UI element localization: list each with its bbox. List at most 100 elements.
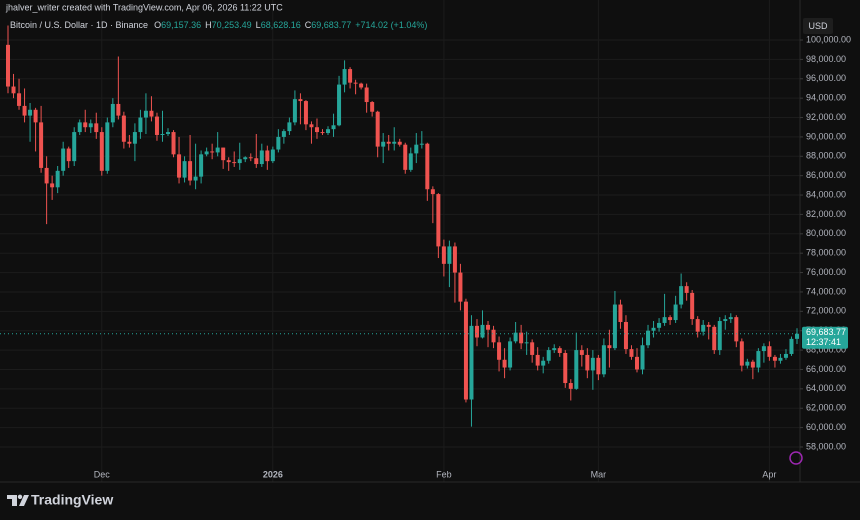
- candle-body: [789, 338, 794, 354]
- last-price-label: 69,683.77: [806, 327, 846, 337]
- candle-body: [39, 122, 44, 168]
- candle-body: [607, 345, 612, 349]
- candle-body: [541, 360, 546, 366]
- candle-body: [403, 144, 408, 170]
- countdown: 12:37:41: [806, 337, 841, 347]
- candle-body: [342, 69, 347, 85]
- y-tick-label: 78,000.00: [806, 248, 846, 258]
- candle-body: [353, 82, 358, 84]
- candle-body: [756, 351, 761, 368]
- candle-body: [651, 327, 656, 331]
- candle-body: [701, 324, 706, 332]
- candle-body: [767, 346, 772, 357]
- candle-body: [430, 189, 435, 195]
- candle-body: [210, 151, 215, 153]
- candle-body: [723, 319, 728, 322]
- candle-body: [463, 301, 468, 400]
- candle-body: [193, 176, 198, 181]
- candle-body: [596, 357, 601, 375]
- candle-body: [397, 141, 402, 145]
- currency-box[interactable]: [803, 18, 833, 34]
- candle-body: [182, 161, 187, 178]
- candle-body: [77, 122, 82, 133]
- x-tick-label: Apr: [762, 469, 776, 479]
- candle-body: [629, 349, 634, 357]
- candle-body: [149, 110, 154, 117]
- candle-body: [513, 332, 518, 342]
- candle-body: [634, 356, 639, 370]
- candle-body: [116, 103, 121, 116]
- candle-body: [568, 383, 573, 389]
- candle-body: [11, 86, 16, 94]
- candle-body: [657, 322, 662, 328]
- candle-body: [574, 350, 579, 389]
- candle-body: [320, 132, 325, 134]
- candle-body: [143, 110, 148, 118]
- candle-body: [783, 353, 788, 358]
- ohlc-key: H: [205, 20, 212, 30]
- y-tick-label: 68,000.00: [806, 344, 846, 354]
- ohlc-key: L: [256, 20, 261, 30]
- candle-body: [99, 132, 104, 171]
- symbol-header: Bitcoin / U.S. Dollar · 1D · Binance O69,…: [10, 20, 427, 30]
- candle-body: [778, 357, 783, 361]
- candle-body: [375, 111, 380, 147]
- candle-body: [447, 246, 452, 264]
- candle-body: [795, 333, 799, 339]
- ohlc-value: 69,157.36: [161, 20, 201, 30]
- y-tick-label: 82,000.00: [806, 209, 846, 219]
- candle-body: [44, 167, 49, 184]
- candle-body: [110, 103, 115, 123]
- candle-body: [154, 116, 159, 135]
- candle-body: [121, 115, 126, 142]
- candle-body: [734, 317, 739, 342]
- candle-body: [309, 124, 314, 128]
- replay-icon[interactable]: [789, 451, 803, 465]
- candle-body: [441, 246, 446, 264]
- candle-body: [298, 99, 303, 102]
- candle-body: [138, 117, 143, 133]
- candle-body: [585, 354, 590, 371]
- candle-body: [690, 292, 695, 320]
- candle-body: [132, 132, 137, 144]
- candle-body: [232, 162, 237, 164]
- candle-body: [668, 317, 673, 321]
- candle-body: [750, 361, 755, 368]
- candle-body: [695, 319, 700, 332]
- candle-body: [524, 342, 529, 344]
- y-tick-label: 60,000.00: [806, 422, 846, 432]
- candle-body: [370, 102, 375, 112]
- candle-body: [270, 149, 275, 162]
- ohlc-value: 70,253.49: [212, 20, 252, 30]
- candle-body: [243, 157, 248, 160]
- x-tick-label: Feb: [436, 469, 452, 479]
- candle-body: [337, 84, 342, 126]
- candle-body: [646, 330, 651, 346]
- candle-body: [276, 136, 281, 150]
- candle-body: [772, 356, 777, 361]
- candle-body: [761, 346, 766, 352]
- candle-body: [508, 341, 513, 368]
- x-tick-label: Dec: [94, 469, 111, 479]
- candle-body: [419, 143, 424, 145]
- symbol: Bitcoin / U.S. Dollar · 1D · Binance: [10, 20, 148, 30]
- candle-body: [105, 122, 110, 171]
- candle-body: [590, 357, 595, 371]
- candle-body: [425, 143, 430, 190]
- y-tick-label: 80,000.00: [806, 228, 846, 238]
- logo-mark: [7, 494, 29, 506]
- candle-body: [408, 153, 413, 170]
- ohlc-key: O: [154, 20, 161, 30]
- candle-body: [188, 161, 193, 181]
- candle-body: [386, 141, 391, 144]
- candles: [0, 25, 800, 427]
- candle-body: [486, 324, 491, 330]
- icon[interactable]: [789, 451, 803, 465]
- candle-body: [359, 83, 364, 88]
- candle-body: [679, 286, 684, 305]
- candle-body: [414, 144, 419, 154]
- ohlc-key: C: [305, 20, 312, 30]
- candle-body: [364, 87, 369, 103]
- candle-body: [480, 324, 485, 338]
